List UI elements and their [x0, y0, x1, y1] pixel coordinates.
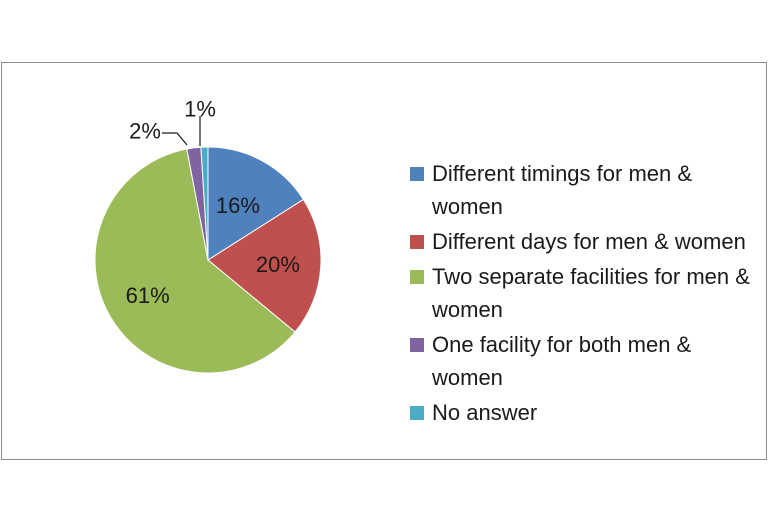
legend-item: Different days for men & women [410, 225, 760, 258]
leader-line [162, 132, 188, 146]
data-labels: 16% 20% 61% 2% 1% [126, 97, 300, 309]
pie-data-label: 61% [126, 283, 170, 308]
pie-slice [207, 146, 305, 261]
pie-data-label: 20% [256, 252, 300, 277]
legend: Different timings for men & women Differ… [410, 157, 760, 431]
pie-data-label: 2% [129, 119, 161, 144]
pie-slice [94, 148, 296, 374]
pie-data-label: 16% [216, 193, 260, 218]
legend-swatch [410, 167, 424, 181]
legend-label: No answer [432, 400, 538, 425]
legend-item: One facility for both men & women [410, 328, 760, 394]
legend-label: Different timings for men & women [432, 161, 693, 219]
legend-label: One facility for both men & women [432, 332, 692, 390]
pie-data-label: 1% [184, 97, 216, 122]
legend-swatch [410, 406, 424, 420]
legend-label: Two separate facilities for men & women [432, 264, 750, 322]
legend-swatch [410, 338, 424, 352]
legend-item: Different timings for men & women [410, 157, 760, 223]
pie-chart: 16% 20% 61% 2% 1% [94, 97, 322, 374]
pie-slice [207, 198, 322, 333]
legend-swatch [410, 270, 424, 284]
pie-slice [200, 146, 209, 261]
leader-lines [162, 116, 201, 146]
legend-swatch [410, 235, 424, 249]
legend-item: No answer [410, 396, 760, 429]
legend-item: Two separate facilities for men & women [410, 260, 760, 326]
pie-slices [94, 146, 322, 374]
chart-area: 16% 20% 61% 2% 1% Different timings for men … [1, 62, 767, 460]
legend-label: Different days for men & women [432, 229, 746, 254]
